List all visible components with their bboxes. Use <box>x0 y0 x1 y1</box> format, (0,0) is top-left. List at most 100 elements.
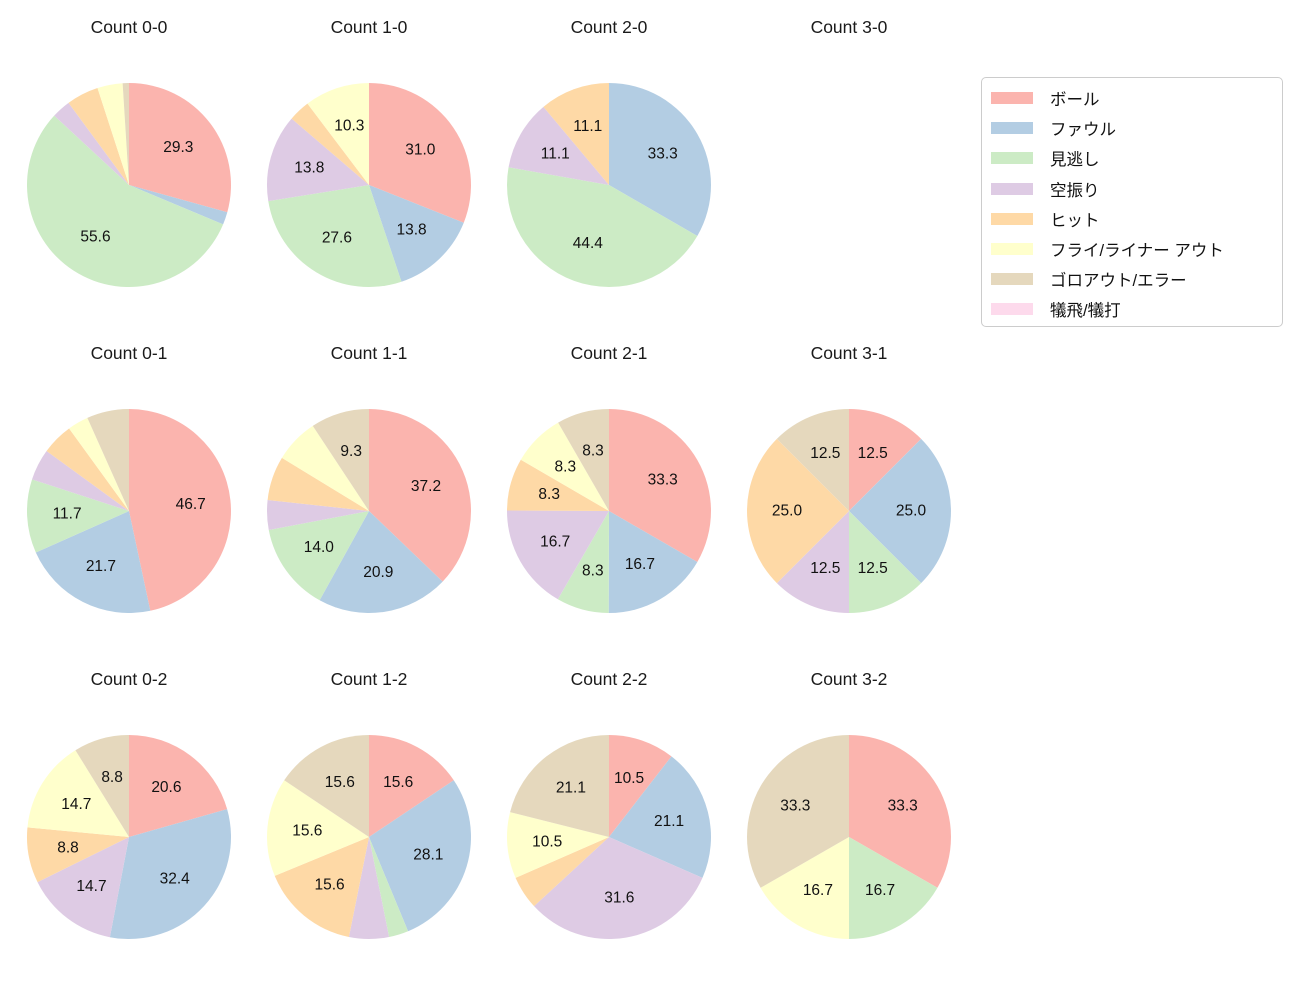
pie-slice-label: 12.5 <box>810 445 840 462</box>
pie-slice <box>534 837 703 939</box>
pie-slice-label: 11.1 <box>541 146 570 163</box>
chart-title: Count 0-0 <box>90 17 168 37</box>
pie-chart-cell: Count 1-0 31.0 13.8 27.6 13.8 10.3 <box>249 14 489 290</box>
pie-slice <box>507 167 698 287</box>
legend-swatch <box>991 152 1033 165</box>
chart-title: Count 3-2 <box>810 669 888 689</box>
pie-slice <box>312 409 369 511</box>
pie-slice <box>87 409 129 511</box>
pie-slice <box>609 756 712 878</box>
pie-slice-label: 8.8 <box>57 840 79 857</box>
pie-chart <box>744 80 954 290</box>
pie-slice <box>68 87 129 185</box>
pie-slice <box>268 511 369 601</box>
pie-slice-label: 31.0 <box>405 142 436 159</box>
legend-item: ボール <box>991 83 1272 113</box>
pie-slice-label: 15.6 <box>325 774 355 791</box>
pie-slice <box>558 409 609 511</box>
pie-slice <box>291 103 369 185</box>
pie-slice-label: 46.7 <box>176 496 206 513</box>
pie-slice <box>27 750 130 837</box>
pie-slice <box>369 780 472 932</box>
pie-slice-label: 21.1 <box>556 780 586 797</box>
pie-chart-cell: Count 0-0 29.3 55.6 <box>9 14 249 290</box>
pie-slice-label: 33.3 <box>648 146 678 163</box>
pie-slice-label: 33.3 <box>888 797 918 814</box>
pie-slice <box>319 511 443 613</box>
pie-slice <box>515 837 609 907</box>
chart-title: Count 2-1 <box>570 343 648 363</box>
chart-title: Count 1-0 <box>330 17 408 37</box>
pie-slice-label: 10.3 <box>334 118 364 135</box>
pie-slice <box>46 428 129 511</box>
legend-label: 空振り <box>1050 181 1100 200</box>
legend-item: 犠飛/犠打 <box>991 294 1272 324</box>
pie-slice <box>97 83 129 185</box>
pie-slice <box>268 185 402 288</box>
pie-slice-label: 21.1 <box>654 813 684 830</box>
pie-slice-label: 15.6 <box>292 822 322 839</box>
pie-chart-cell: Count 0-2 20.6 32.4 14.7 8.8 14.7 8.8 <box>9 666 249 942</box>
pie-slice <box>609 83 711 236</box>
pie-slice <box>849 511 922 613</box>
pie-slice-label: 29.3 <box>163 139 193 156</box>
pie-slice <box>129 409 231 611</box>
pie-slice-label: 20.6 <box>151 779 181 796</box>
legend-swatch <box>991 92 1033 105</box>
pie-slice <box>129 185 228 225</box>
pie-slice <box>520 422 609 511</box>
pie-chart: 20.6 32.4 14.7 8.8 14.7 8.8 <box>26 735 232 939</box>
chart-title: Count 1-2 <box>330 669 408 689</box>
pie-slice-label: 8.3 <box>555 459 577 476</box>
legend-label: ゴロアウト/エラー <box>1050 272 1187 291</box>
pie-slice-label: 28.1 <box>413 847 443 864</box>
legend: ボール ファウル 見逃し 空振り ヒット フライ/ライナー アウト ゴロアウト/エラー 犠飛/… <box>981 77 1283 327</box>
pie-slice-label: 14.7 <box>76 878 106 895</box>
pie-slice-label: 12.5 <box>810 560 840 577</box>
pie-slice <box>747 735 849 888</box>
legend-item: ゴロアウト/エラー <box>991 264 1272 294</box>
pie-slice <box>129 735 228 837</box>
pie-slice-label: 55.6 <box>80 229 110 246</box>
pie-slice-label: 16.7 <box>540 533 570 550</box>
pie-slice-label: 33.3 <box>780 797 810 814</box>
pie-slice <box>35 511 151 613</box>
pie-slice <box>369 837 409 937</box>
legend-item: 空振り <box>991 174 1272 204</box>
pie-chart: 37.2 20.9 14.0 9.3 <box>267 409 472 613</box>
pie-slice <box>109 809 232 939</box>
pie-slice <box>75 735 129 837</box>
pie-slice-label: 10.5 <box>532 834 562 851</box>
pie-slice <box>37 837 129 938</box>
pie-slice <box>274 837 369 937</box>
pie-slice <box>849 735 951 888</box>
pie-slice <box>369 735 454 837</box>
legend-label: 犠飛/犠打 <box>1050 302 1121 321</box>
legend-label: ファウル <box>1050 121 1116 140</box>
pie-chart: 33.3 44.4 11.111.1 <box>507 83 711 287</box>
legend-item: 見逃し <box>991 143 1272 173</box>
chart-title: Count 0-1 <box>90 343 168 363</box>
pie-slice <box>747 438 849 584</box>
pie-chart-cell: Count 3-1 12.5 25.0 12.5 12.5 25.0 12.5 <box>729 340 969 616</box>
pie-slice <box>776 409 849 511</box>
chart-title: Count 2-0 <box>570 17 648 37</box>
pie-slice-label: 15.6 <box>315 876 345 893</box>
legend-label: 見逃し <box>1050 151 1100 170</box>
pie-slice <box>543 83 609 185</box>
legend-label: フライ/ライナー アウト <box>1050 242 1224 261</box>
pie-slice-label: 16.7 <box>803 882 833 899</box>
pie-slice <box>281 425 369 511</box>
pie-chart-cell: Count 2-1 33.3 16.7 8.3 16.7 8.3 8.3 8.3 <box>489 340 729 616</box>
pie-slice-label: 9.3 <box>340 443 362 460</box>
pie-chart: 10.5 21.1 31.6 10.5 21.1 <box>506 735 712 939</box>
pie-slice-label: 11.1 <box>573 118 602 135</box>
pie-slice <box>369 83 471 223</box>
pie-slice <box>506 510 609 600</box>
pie-chart: 31.0 13.8 27.6 13.8 10.3 <box>266 83 471 288</box>
pie-slice <box>849 409 922 511</box>
pie-slice <box>26 827 129 883</box>
pie-slice <box>510 735 609 837</box>
pie-slice-label: 25.0 <box>772 503 803 520</box>
